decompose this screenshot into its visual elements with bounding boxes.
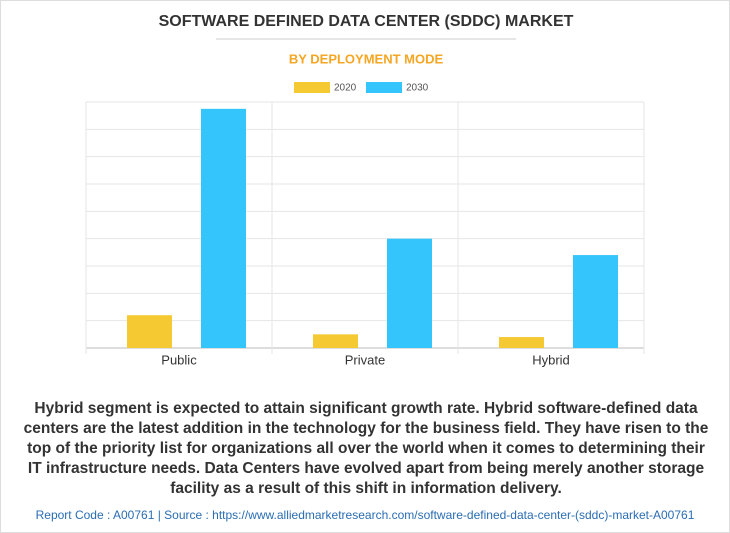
bar [573,255,618,348]
footer: Report Code : A00761 | Source : https://… [35,508,695,522]
bar [201,108,246,348]
bar [313,334,358,348]
bar [127,315,172,348]
legend-swatch [294,82,330,93]
legend-label: 2020 [334,83,357,94]
description: Hybrid segment is expected to attain sig… [23,400,709,497]
x-tick-label: Public [161,352,197,367]
x-tick-label: Hybrid [532,352,570,367]
chart-subtitle: BY DEPLOYMENT MODE [289,51,444,66]
bar [499,337,544,348]
chart-title: SOFTWARE DEFINED DATA CENTER (SDDC) MARK… [159,13,574,30]
chart: SOFTWARE DEFINED DATA CENTER (SDDC) MARK… [85,13,645,367]
x-tick-label: Private [345,352,385,367]
legend-label: 2030 [406,83,429,94]
legend-swatch [366,82,402,93]
bar [387,238,432,348]
